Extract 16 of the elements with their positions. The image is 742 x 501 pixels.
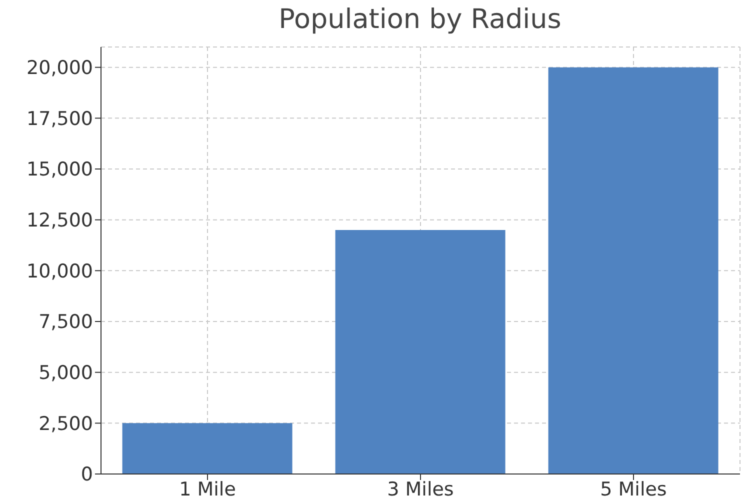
x-tick-label: 3 Miles: [387, 478, 454, 500]
y-tick-label: 2,500: [38, 412, 93, 435]
y-tick-label: 0: [80, 464, 93, 486]
bar: [548, 67, 718, 474]
y-tick-label: 7,500: [38, 311, 93, 334]
bar: [122, 423, 292, 474]
y-tick-label: 5,000: [38, 362, 93, 384]
y-tick-label: 17,500: [26, 108, 93, 130]
chart-title: Population by Radius: [278, 4, 562, 35]
bar: [335, 230, 506, 474]
x-tick-label: 1 Mile: [179, 478, 236, 500]
y-tick-label: 10,000: [26, 260, 93, 282]
x-tick-label: 5 Miles: [600, 478, 667, 500]
y-tick-label: 12,500: [26, 210, 93, 232]
y-tick-label: 20,000: [26, 57, 93, 80]
y-tick-label: 15,000: [26, 158, 93, 181]
